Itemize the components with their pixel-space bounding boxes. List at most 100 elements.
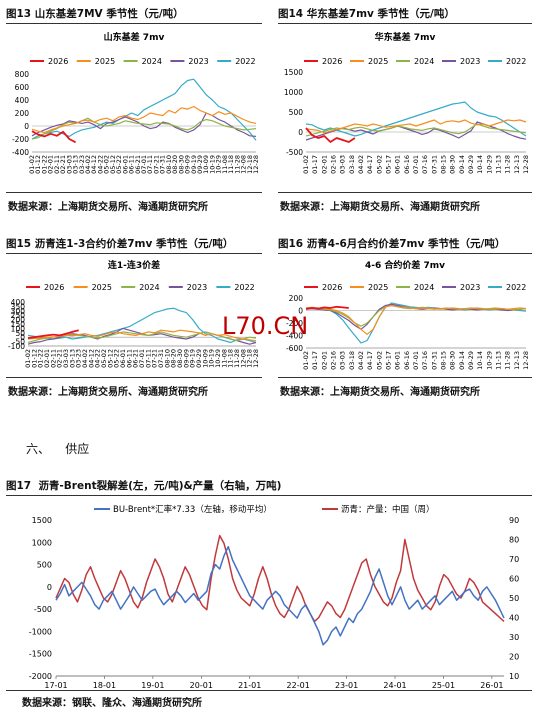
y-tick-label: 0 (20, 333, 25, 342)
x-tick-label: 06-16 (403, 351, 411, 370)
x-tick-label: 08-30 (449, 155, 457, 174)
x-tick-label: 11-18 (227, 155, 235, 174)
x-tick-label: 11-28 (233, 155, 241, 174)
x-tick-label: 08-10 (165, 155, 173, 174)
x-tick-label: 08-20 (170, 349, 178, 368)
x-tick-label: 21-01 (238, 681, 261, 690)
x-tick-label: 04-22 (94, 349, 102, 368)
x-tick-label: 01-17 (311, 155, 319, 174)
x-tick-label: 17-01 (44, 681, 67, 690)
x-tick-label: 05-12 (106, 349, 114, 368)
x-tick-label: 05-02 (375, 155, 383, 174)
legend-label-2022: 2022 (234, 283, 254, 292)
x-tick-label: 04-17 (366, 155, 374, 174)
x-tick-label: 08-15 (440, 351, 448, 370)
x-tick-label: 04-02 (84, 155, 92, 174)
x-tick-label: 04-02 (357, 351, 365, 370)
figure-13-source: 数据来源：上海期货交易所、海通期货研究所 (8, 202, 208, 213)
x-tick-label: 03-13 (72, 155, 80, 174)
y-left-tick-label: 500 (37, 561, 52, 570)
x-tick-label: 25-01 (432, 681, 455, 690)
x-tick-label: 09-29 (195, 349, 203, 368)
legend-label-2024: 2024 (142, 57, 162, 66)
series-line-2026 (305, 305, 349, 310)
y-left-tick-label: -500 (34, 605, 52, 614)
legend-label-2025: 2025 (92, 283, 112, 292)
x-tick-label: 01-02 (302, 351, 310, 370)
y-left-tick-label: -1500 (29, 650, 52, 659)
x-tick-label: 10-09 (201, 349, 209, 368)
x-tick-label: 07-31 (430, 155, 438, 174)
x-tick-label: 01-17 (311, 351, 319, 370)
figure-16-title: 图16 沥青4-6月合约价差7mv 季节性（元/吨） (278, 238, 506, 250)
x-tick-label: 01-22 (40, 155, 48, 174)
figure-16-rule-bottom (278, 377, 532, 378)
x-tick-label: 12-28 (522, 155, 530, 174)
y-tick-label: 1000 (284, 88, 303, 97)
legend-label-2025: 2025 (368, 283, 388, 292)
legend-label-2022: 2022 (506, 57, 526, 66)
x-tick-label: 01-22 (37, 349, 45, 368)
x-tick-label: 03-03 (62, 349, 70, 368)
x-tick-label: 07-11 (146, 155, 154, 174)
x-tick-label: 02-01 (320, 351, 328, 370)
y-tick-label: 200 (11, 316, 26, 325)
x-tick-label: 26-01 (480, 681, 503, 690)
y-left-tick-label: -1000 (29, 627, 52, 636)
x-tick-label: 05-17 (385, 351, 393, 370)
x-tick-label: 02-01 (43, 349, 51, 368)
x-tick-label: 08-30 (176, 349, 184, 368)
y-tick-label: 200 (289, 294, 304, 303)
y-right-tick-label: 90 (509, 516, 519, 525)
x-tick-label: 12-28 (252, 349, 260, 368)
series-line-2024 (31, 117, 257, 140)
x-tick-label: 06-01 (119, 349, 127, 368)
x-tick-label: 04-12 (90, 155, 98, 174)
x-tick-label: 10-14 (476, 155, 484, 174)
x-tick-label: 19-01 (141, 681, 164, 690)
figure-17-source: 数据来源：钢联、隆众、海通期货研究所 (22, 698, 202, 709)
figure-14-rule-bottom (278, 192, 532, 193)
y-tick-label: 300 (11, 307, 26, 316)
x-tick-label: 10-29 (485, 155, 493, 174)
x-tick-label: 06-21 (132, 349, 140, 368)
legend-label-2026: 2026 (44, 283, 64, 292)
y-right-tick-label: 40 (509, 614, 519, 623)
y-tick-label: -200 (12, 135, 29, 144)
chart-title: 山东基差 7mv (104, 31, 165, 43)
x-tick-label: 04-02 (357, 155, 365, 174)
x-tick-label: 07-21 (151, 349, 159, 368)
x-tick-label: 03-03 (65, 155, 73, 174)
y-tick-label: 400 (15, 96, 30, 105)
legend-label-bu-brent: BU-Brent*汇率*7.33（左轴，移动平均） (113, 504, 272, 515)
y-tick-label: 0 (24, 122, 29, 131)
y-tick-label: 600 (15, 83, 30, 92)
figure-16-source: 数据来源：上海期货交易所、海通期货研究所 (280, 387, 480, 398)
x-tick-label: 09-29 (467, 351, 475, 370)
x-tick-label: 04-22 (96, 155, 104, 174)
x-tick-label: 10-29 (214, 349, 222, 368)
x-tick-label: 03-18 (348, 155, 356, 174)
x-tick-label: 07-16 (421, 155, 429, 174)
x-tick-label: 03-23 (78, 155, 86, 174)
y-tick-label: 350 (11, 302, 26, 311)
x-tick-label: 05-12 (109, 155, 117, 174)
chart-title: 华东基差 7mv (375, 31, 436, 43)
x-tick-label: 02-11 (53, 155, 61, 174)
legend-label-2024: 2024 (414, 57, 434, 66)
figure-13-rule-bottom (6, 192, 262, 193)
y-right-tick-label: 60 (509, 575, 519, 584)
y-tick-label: 500 (289, 108, 304, 117)
legend-label-2023: 2023 (187, 283, 207, 292)
y-tick-label: 100 (11, 324, 26, 333)
y-tick-label: 0 (298, 307, 303, 316)
figure-17-rule (6, 495, 532, 496)
x-tick-label: 06-01 (394, 155, 402, 174)
series-line-2025 (305, 304, 527, 335)
x-tick-label: 02-01 (320, 155, 328, 174)
y-tick-label: -400 (12, 148, 29, 157)
series-line-2026 (305, 127, 356, 143)
section-heading: 六、 供应 (26, 442, 90, 456)
series-line-2024 (305, 123, 527, 137)
x-tick-label: 06-11 (128, 155, 136, 174)
